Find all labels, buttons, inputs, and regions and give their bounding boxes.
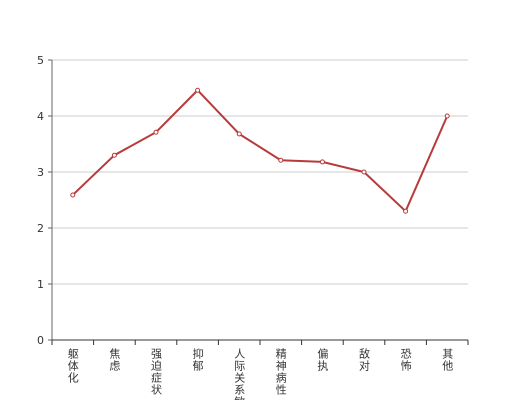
point: [70, 192, 76, 198]
x-tick-label: 敌对: [358, 347, 371, 372]
y-tick-label: 0: [37, 334, 44, 347]
x-tick-label: 躯体化: [66, 348, 79, 384]
point: [278, 157, 284, 163]
x-tick-label: 恐怖: [399, 348, 412, 372]
x-tick-label: 强迫症状: [150, 348, 163, 396]
x-tick-label: 人际关系敏感: [233, 348, 246, 400]
x-tick-label: 其他: [441, 348, 454, 372]
y-tick-label: 3: [37, 166, 44, 179]
point: [444, 113, 450, 119]
point: [111, 152, 117, 158]
point: [361, 169, 367, 175]
x-tick-label: 抑郁: [191, 347, 204, 372]
point: [319, 159, 325, 165]
x-tick-label: 偏执: [316, 347, 329, 372]
x-tick-label: 焦虑: [108, 348, 121, 372]
y-tick-label: 4: [37, 110, 44, 123]
x-tick-label: 精神病性: [274, 348, 287, 396]
y-tick-label: 1: [37, 278, 44, 291]
point: [195, 87, 201, 93]
point: [236, 131, 242, 137]
y-tick-label: 2: [37, 222, 44, 235]
y-tick-label: 5: [37, 54, 44, 67]
point: [403, 208, 409, 214]
point: [153, 129, 159, 135]
series-line: [72, 88, 449, 213]
